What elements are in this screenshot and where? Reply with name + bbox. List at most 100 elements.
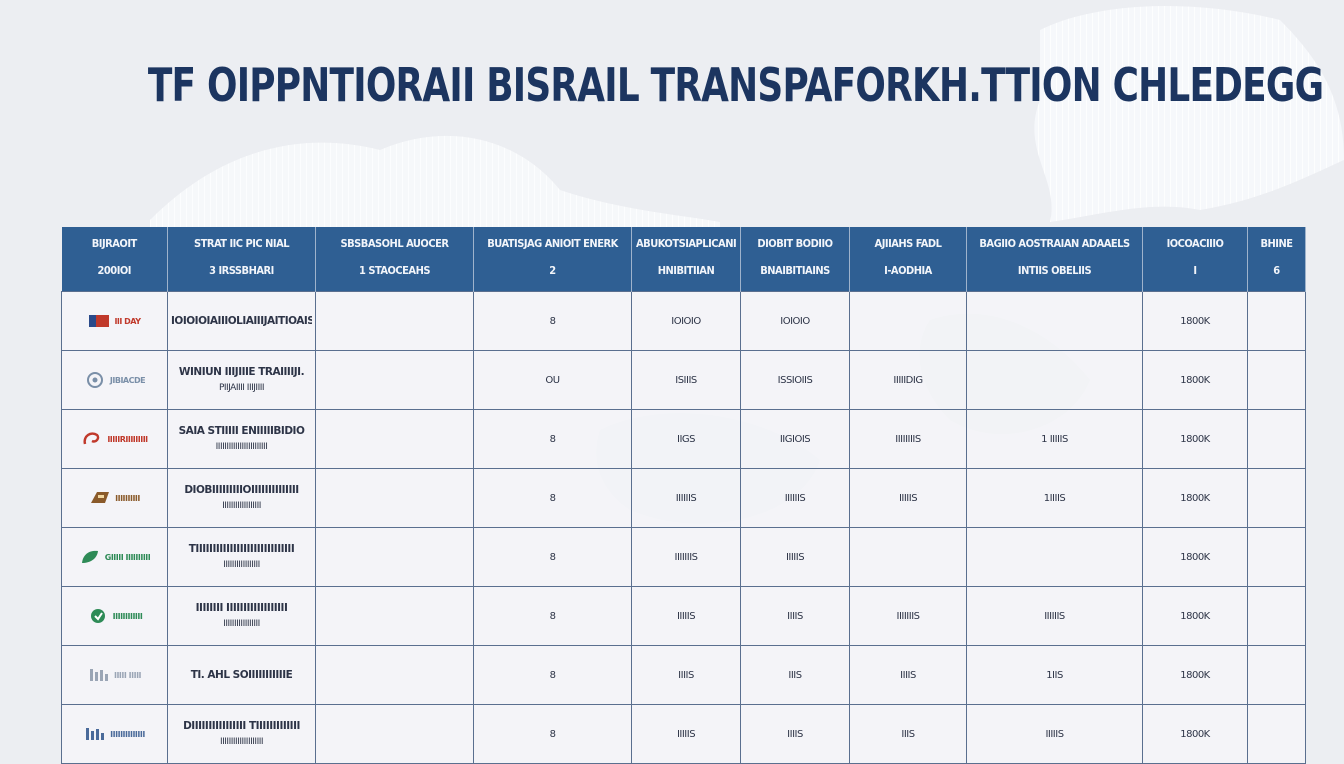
table-cell-col-3: 8 xyxy=(473,409,632,469)
company-logo-text: IIIIIIIIII xyxy=(115,493,140,503)
table-cell-col-3: 8 xyxy=(473,586,632,646)
table-cell-col-6 xyxy=(849,527,967,587)
table-cell-col-3: 8 xyxy=(473,291,632,351)
column-header-0: BIJRAOIT 200IOI xyxy=(61,227,168,292)
column-header-top-label: DIOBIT BODIIO xyxy=(757,237,833,250)
column-header-3: BUATISJAG ANIOIT ENERK 2 xyxy=(473,227,632,292)
bars-logo-icon xyxy=(84,725,106,743)
company-logo-text: IIIIIIIIIIII xyxy=(112,611,143,621)
column-header-bottom-label: 200IOI xyxy=(97,264,132,277)
column-header-1: STRAT IIC PIC NIAL 3 IRSSBHARI xyxy=(167,227,316,292)
company-logo-text: GIIIII IIIIIIIIII xyxy=(104,552,151,562)
column-header-top-label: BHINE xyxy=(1260,237,1293,250)
emblem-logo-icon xyxy=(84,371,106,389)
column-header-7: BAGIIO AOSTRAIAN ADAAELS INTIIS OBELIIS xyxy=(966,227,1143,292)
table-cell-col-5: IIGIOIS xyxy=(740,409,850,469)
column-header-bottom-label: I-AODHIA xyxy=(884,264,932,277)
table-cell-col-8: 1800K xyxy=(1142,350,1248,410)
circle-logo-icon xyxy=(87,607,109,625)
table-cell-col-2 xyxy=(315,468,474,528)
company-logo-cell: JIBIACDE xyxy=(61,350,168,410)
table-cell-col-2 xyxy=(315,704,474,764)
company-name-cell: SAIA STIIIII ENIIIIIBIDIO IIIIIIIIIIIIIII… xyxy=(167,409,316,469)
table-cell-col-2 xyxy=(315,350,474,410)
table-cell-col-6: IIIIIIIIS xyxy=(849,409,967,469)
column-header-9: BHINE 6 xyxy=(1247,227,1306,292)
table-cell-col-5: IOIOIO xyxy=(740,291,850,351)
table-cell-col-8: 1800K xyxy=(1142,527,1248,587)
table-cell-col-7: 1 IIIIIS xyxy=(966,409,1143,469)
table-row: JIBIACDE WINIUN IIIJIIIE TRAIIIIJI. PIIJAI… xyxy=(61,350,1306,410)
company-logo-text: IIIII IIIII xyxy=(113,670,142,680)
table-cell-col-6: IIIS xyxy=(849,704,967,764)
table-cell-col-9 xyxy=(1247,468,1306,528)
table-cell-col-2 xyxy=(315,645,474,705)
company-name: DIOBIIIIIIIIIOIIIIIIIIIIIIII xyxy=(184,484,299,496)
table-cell-col-6 xyxy=(849,291,967,351)
company-name: IOIOIOIAIIIOLIAIIIJAITIOAIS xyxy=(171,315,312,327)
column-header-bottom-label: INTIIS OBELIIS xyxy=(1017,264,1092,277)
table-cell-col-3: 8 xyxy=(473,704,632,764)
table-cell-col-9 xyxy=(1247,409,1306,469)
table-cell-col-4: IIGS xyxy=(631,409,741,469)
table-cell-col-4: IOIOIO xyxy=(631,291,741,351)
column-header-top-label: AJIIAHS FADL xyxy=(874,237,942,250)
company-subname: IIIIIIIIIIIIIIIII xyxy=(223,560,260,570)
company-subname: IIIIIIIIIIIIIIIIIIIIIIII xyxy=(215,442,268,452)
column-header-top-label: STRAT IIC PIC NIAL xyxy=(193,237,290,250)
table-cell-col-6: IIIIIDIG xyxy=(849,350,967,410)
table-cell-col-6: IIIIS xyxy=(849,645,967,705)
column-header-bottom-label: 3 IRSSBHARI xyxy=(209,264,274,277)
table-cell-col-9 xyxy=(1247,291,1306,351)
column-header-top-label: IOCOACIIIO xyxy=(1166,237,1224,250)
table-cell-col-7: 1IIIIS xyxy=(966,468,1143,528)
table-cell-col-3: OU xyxy=(473,350,632,410)
table-row: IIIIIIIIIIIIII DIIIIIIIIIIIIIIII TIIIIIII… xyxy=(61,704,1306,764)
company-logo-cell: IIIIIIIIIIII xyxy=(61,586,168,646)
column-header-bottom-label: HNIBITIIAN xyxy=(657,264,715,277)
table-cell-col-5: ISSIOIIS xyxy=(740,350,850,410)
table-cell-col-6: IIIIIIIS xyxy=(849,586,967,646)
company-subname: IIIIIIIIIIIIIIIII xyxy=(223,619,260,629)
company-logo-cell: III DAY xyxy=(61,291,168,351)
table-body: III DAY IOIOIOIAIIIOLIAIIIJAITIOAIS 8 IOIOI… xyxy=(61,291,1306,764)
train-logo-icon xyxy=(89,489,111,507)
table-row: IIIII IIIII TI. AHL SOIIIIIIIIIIIE 8 IIIIS I… xyxy=(61,645,1306,705)
table-cell-col-7 xyxy=(966,291,1143,351)
company-logo-text: JIBIACDE xyxy=(109,375,146,385)
column-header-bottom-label: I xyxy=(1193,264,1197,277)
table-cell-col-5: IIIIIS xyxy=(740,527,850,587)
company-name-cell: WINIUN IIIJIIIE TRAIIIIJI. PIIJAIIII IIIJ… xyxy=(167,350,316,410)
table-cell-col-9 xyxy=(1247,645,1306,705)
company-logo-cell: GIIIII IIIIIIIIII xyxy=(61,527,168,587)
table-cell-col-9 xyxy=(1247,586,1306,646)
company-name: DIIIIIIIIIIIIIIII TIIIIIIIIIIIII xyxy=(183,720,300,732)
table-cell-col-4: IIIIIIIS xyxy=(631,527,741,587)
table-row: IIIIIIIIIIII IIIIIIII IIIIIIIIIIIIIIIIII I… xyxy=(61,586,1306,646)
table-cell-col-8: 1800K xyxy=(1142,468,1248,528)
company-name: WINIUN IIIJIIIE TRAIIIIJI. xyxy=(178,366,305,378)
table-cell-col-8: 1800K xyxy=(1142,291,1248,351)
company-logo-text: IIIIIIIIIIIIII xyxy=(110,729,145,739)
company-logo-cell: IIIII IIIII xyxy=(61,645,168,705)
company-name-cell: DIIIIIIIIIIIIIIII TIIIIIIIIIIIII IIIIIIII… xyxy=(167,704,316,764)
flag-logo-icon xyxy=(88,312,110,330)
table-cell-col-3: 8 xyxy=(473,468,632,528)
table-row: IIIIIRIIIIIIIII SAIA STIIIII ENIIIIIBIDIO… xyxy=(61,409,1306,469)
table-cell-col-7: 1IIS xyxy=(966,645,1143,705)
table-cell-col-9 xyxy=(1247,704,1306,764)
table-cell-col-9 xyxy=(1247,350,1306,410)
table-cell-col-4: IIIIIS xyxy=(631,704,741,764)
company-name-cell: DIOBIIIIIIIIIOIIIIIIIIIIIIII IIIIIIIIIIII… xyxy=(167,468,316,528)
table-cell-col-8: 1800K xyxy=(1142,645,1248,705)
table-cell-col-2 xyxy=(315,409,474,469)
data-table: BIJRAOIT 200IOI STRAT IIC PIC NIAL 3 IRSSBH… xyxy=(61,227,1306,764)
company-name: TI. AHL SOIIIIIIIIIIIE xyxy=(190,669,293,681)
table-cell-col-4: IIIIS xyxy=(631,645,741,705)
table-cell-col-3: 8 xyxy=(473,527,632,587)
company-name: IIIIIIII IIIIIIIIIIIIIIIIII xyxy=(195,602,288,614)
table-cell-col-3: 8 xyxy=(473,645,632,705)
table-cell-col-2 xyxy=(315,527,474,587)
table-cell-col-7: IIIIIIS xyxy=(966,586,1143,646)
leaf-logo-icon xyxy=(79,548,101,566)
